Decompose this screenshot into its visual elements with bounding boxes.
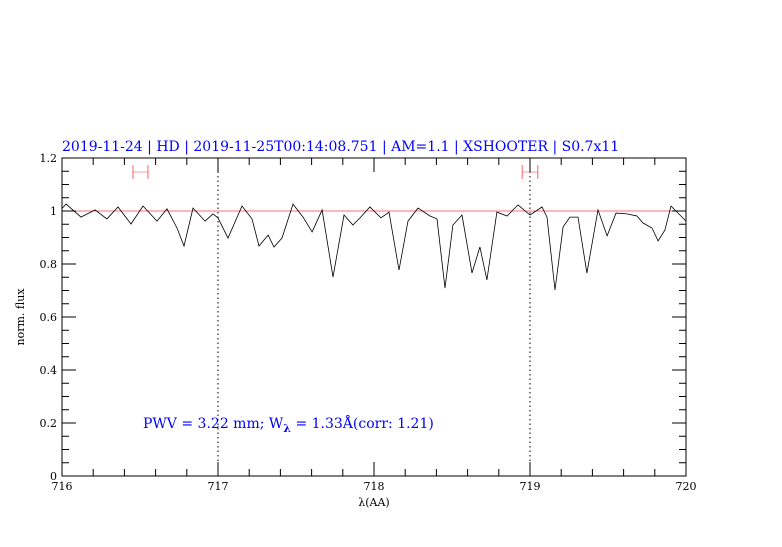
y-tick-label: 0.4 xyxy=(40,364,58,377)
y-axis-label: norm. flux xyxy=(14,288,27,346)
y-tick-label: 0.2 xyxy=(40,417,58,430)
x-tick-label: 719 xyxy=(520,480,541,493)
pwv-annotation: PWV = 3.22 mm; Wλ = 1.33Å(corr: 1.21) xyxy=(143,414,434,435)
x-tick-label: 718 xyxy=(364,480,385,493)
x-tick-label: 716 xyxy=(52,480,73,493)
y-tick-label: 0.6 xyxy=(40,311,58,324)
chart-title: 2019-11-24 | HD | 2019-11-25T00:14:08.75… xyxy=(62,139,619,155)
y-tick-label: 1 xyxy=(50,205,57,218)
y-tick-label: 1.2 xyxy=(40,152,58,165)
x-tick-label: 720 xyxy=(676,480,697,493)
x-tick-label: 717 xyxy=(208,480,229,493)
y-tick-label: 0 xyxy=(50,470,57,483)
x-axis-label: λ(AA) xyxy=(358,496,389,509)
y-tick-label: 0.8 xyxy=(40,258,58,271)
spectrum-line xyxy=(61,203,687,291)
